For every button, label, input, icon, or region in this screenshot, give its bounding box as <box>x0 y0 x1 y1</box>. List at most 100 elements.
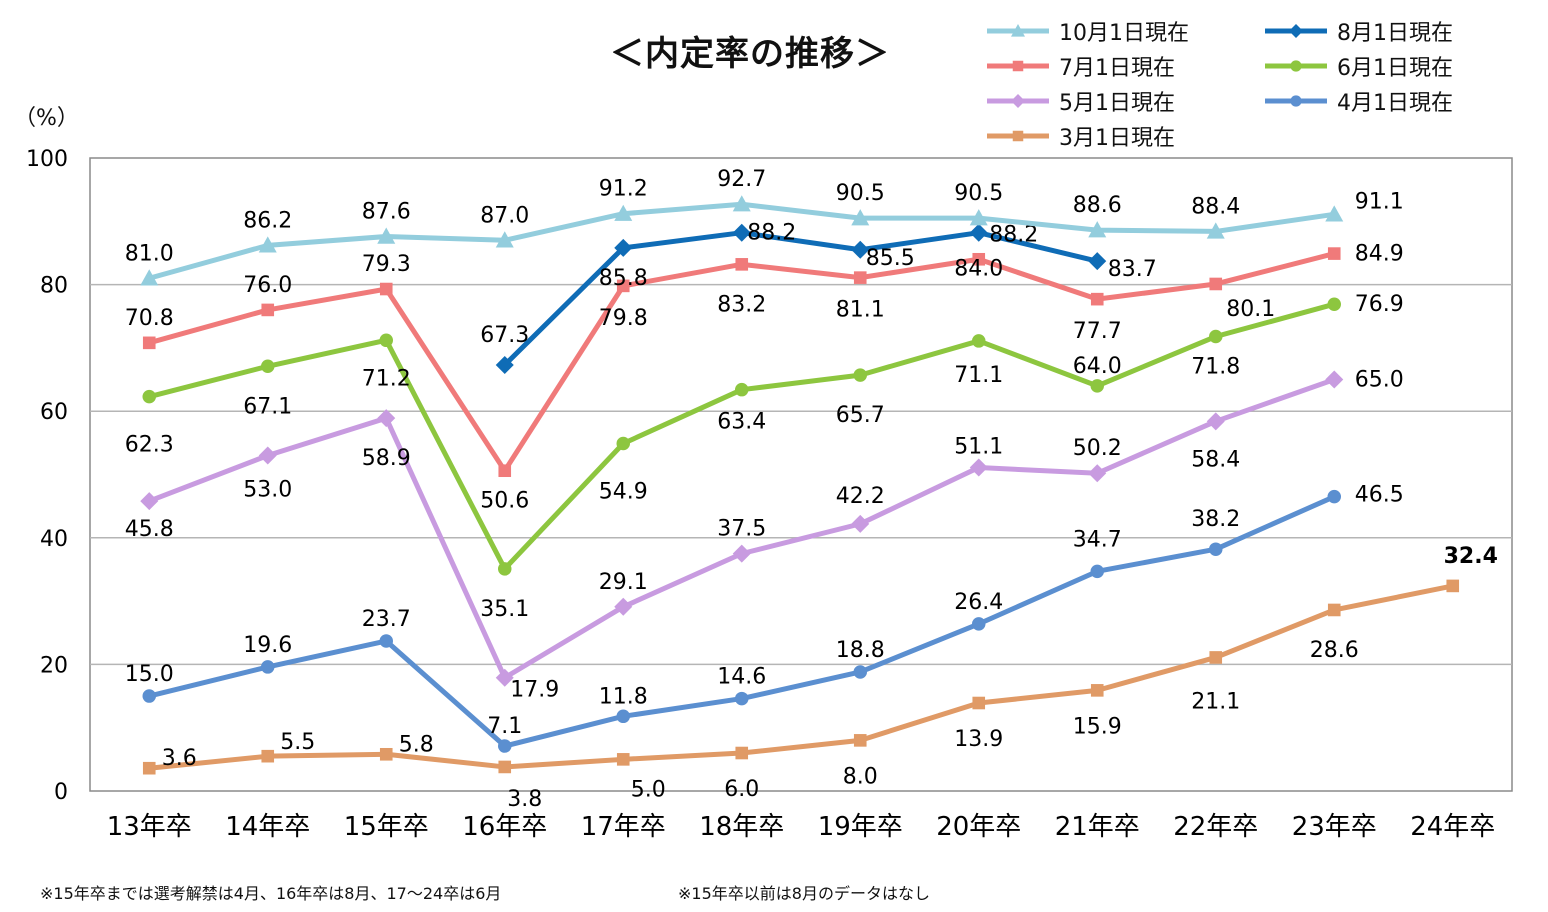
legend-item: 6月1日現在 <box>1263 49 1453 83</box>
series-6月1日現在-data-label: 71.1 <box>954 363 1003 388</box>
legend-swatch <box>987 24 1049 37</box>
series-10月1日現在-data-label: 88.6 <box>1073 193 1122 218</box>
legend-label: 5月1日現在 <box>1059 91 1175 116</box>
series-10月1日現在-point <box>1206 222 1225 239</box>
legend-label: 3月1日現在 <box>1059 126 1175 151</box>
legend-item: 8月1日現在 <box>1263 14 1453 48</box>
series-10月1日現在-point <box>140 269 159 286</box>
series-5月1日現在-data-label: 65.0 <box>1355 368 1404 393</box>
series-4月1日現在-point <box>972 617 986 631</box>
series-6月1日現在-point <box>261 359 275 374</box>
x-tick-label: 20年卒 <box>936 812 1021 842</box>
series-3月1日現在-point <box>1209 651 1223 664</box>
series-7月1日現在-data-label: 79.3 <box>362 252 411 277</box>
series-3月1日現在-point <box>1327 603 1341 617</box>
series-10月1日現在-data-label: 81.0 <box>125 241 174 266</box>
series-3月1日現在-point <box>498 760 512 774</box>
legend-label: 6月1日現在 <box>1337 56 1453 81</box>
series-10月1日現在-point <box>851 209 870 226</box>
series-3月1日現在-data-label: 21.1 <box>1191 689 1240 714</box>
series-4月1日現在-data-label: 7.1 <box>487 714 522 739</box>
series-7月1日現在-point <box>1209 277 1223 291</box>
series-4月1日現在-point <box>261 660 275 674</box>
series-7月1日現在-point <box>379 282 393 296</box>
series-10月1日現在-data-label: 87.6 <box>362 199 411 224</box>
series-6月1日現在-point <box>1090 379 1104 393</box>
series-6月1日現在-point <box>1209 329 1223 344</box>
series-6月1日現在-data-label: 67.1 <box>243 394 292 419</box>
y-axis-unit-label: （%） <box>14 106 79 131</box>
x-tick-label: 13年卒 <box>107 812 192 842</box>
chart-legend: 10月1日現在 8月1日現在 7月1日現在 6月1日現在 5月1日現在 4月1日現在 3月1… <box>985 14 1525 154</box>
series-3月1日現在-data-label: 32.4 <box>1444 544 1498 569</box>
x-tick-label: 23年卒 <box>1292 812 1377 842</box>
y-tick-label: 80 <box>40 274 68 299</box>
series-10月1日現在-data-label: 86.2 <box>243 208 292 233</box>
series-3月1日現在-point <box>261 749 275 763</box>
series-7月1日現在-point <box>1327 247 1341 260</box>
series-7月1日現在-data-label: 80.1 <box>1226 297 1275 322</box>
series-4月1日現在-point <box>1327 489 1341 504</box>
series-7月1日現在-data-label: 76.0 <box>243 273 292 298</box>
series-4月1日現在-point <box>498 739 512 753</box>
series-5月1日現在-point <box>1325 370 1344 389</box>
series-7月1日現在-data-label: 79.8 <box>599 306 648 331</box>
series-3月1日現在-point <box>142 761 156 775</box>
x-tick-label: 19年卒 <box>818 812 903 842</box>
series-4月1日現在-data-label: 34.7 <box>1073 527 1122 552</box>
series-5月1日現在-point <box>1206 412 1225 431</box>
series-6月1日現在-point <box>498 562 512 576</box>
series-7月1日現在-data-label: 77.7 <box>1073 319 1122 344</box>
series-6月1日現在-point <box>972 334 986 348</box>
series-10月1日現在-data-label: 88.4 <box>1191 194 1240 219</box>
series-5月1日現在-data-label: 29.1 <box>599 570 648 595</box>
series-6月1日現在-point <box>1327 297 1341 311</box>
series-7月1日現在-point <box>853 271 867 284</box>
series-3月1日現在-point <box>379 747 393 761</box>
series-6月1日現在-data-label: 64.0 <box>1073 354 1122 379</box>
series-10月1日現在-data-label: 90.5 <box>954 181 1003 206</box>
series-6月1日現在-data-label: 71.2 <box>362 366 411 391</box>
series-3月1日現在-line <box>148 583 1454 771</box>
series-3月1日現在-data-label: 28.6 <box>1310 638 1359 663</box>
series-3月1日現在-data-label: 5.0 <box>631 777 666 802</box>
series-7月1日現在-point <box>498 464 512 478</box>
legend-swatch <box>987 130 1049 142</box>
series-10月1日現在-point <box>495 231 514 248</box>
x-tick-label: 17年卒 <box>581 812 666 842</box>
series-4月1日現在-data-label: 19.6 <box>243 633 292 658</box>
series-7月1日現在-data-label: 81.1 <box>836 298 885 323</box>
series-8月1日現在-data-label: 83.7 <box>1108 257 1157 282</box>
legend-item: 3月1日現在 <box>985 119 1175 153</box>
series-10月1日現在-data-label: 91.1 <box>1355 189 1404 214</box>
x-tick-label: 22年卒 <box>1173 812 1258 842</box>
series-3月1日現在-point <box>972 696 986 710</box>
series-10月1日現在-data-label: 92.7 <box>717 167 766 192</box>
series-6月1日現在-data-label: 35.1 <box>480 597 529 622</box>
series-10月1日現在-data-label: 87.0 <box>480 203 529 228</box>
series-3月1日現在-data-label: 13.9 <box>954 727 1003 752</box>
series-3月1日現在-data-label: 8.0 <box>843 764 878 789</box>
series-3月1日現在-data-label: 15.9 <box>1073 714 1122 739</box>
series-7月1日現在-point <box>735 258 749 271</box>
legend-item: 7月1日現在 <box>985 49 1175 83</box>
series-4月1日現在-data-label: 18.8 <box>836 638 885 663</box>
series-7月1日現在-point <box>261 303 275 317</box>
series-8月1日現在-data-label: 88.2 <box>989 223 1038 248</box>
series-3月1日現在-point <box>1446 579 1460 593</box>
x-tick-label: 14年卒 <box>225 812 310 842</box>
series-8月1日現在-data-label: 85.5 <box>866 246 915 271</box>
series-6月1日現在-point <box>142 389 156 404</box>
series-5月1日現在-data-label: 42.2 <box>836 484 885 509</box>
series-6月1日現在-data-label: 63.4 <box>717 410 766 435</box>
series-4月1日現在-data-label: 15.0 <box>125 662 174 687</box>
legend-swatch <box>987 60 1049 72</box>
series-3月1日現在-point <box>853 734 867 747</box>
y-tick-label: 20 <box>40 653 68 678</box>
series-5月1日現在-point <box>732 544 751 563</box>
series-6月1日現在-data-label: 62.3 <box>125 433 174 458</box>
series-5月1日現在-data-label: 58.9 <box>362 446 411 471</box>
series-8月1日現在-point <box>1088 252 1107 271</box>
series-5月1日現在-point <box>969 458 988 477</box>
series-10月1日現在-point <box>614 204 633 221</box>
